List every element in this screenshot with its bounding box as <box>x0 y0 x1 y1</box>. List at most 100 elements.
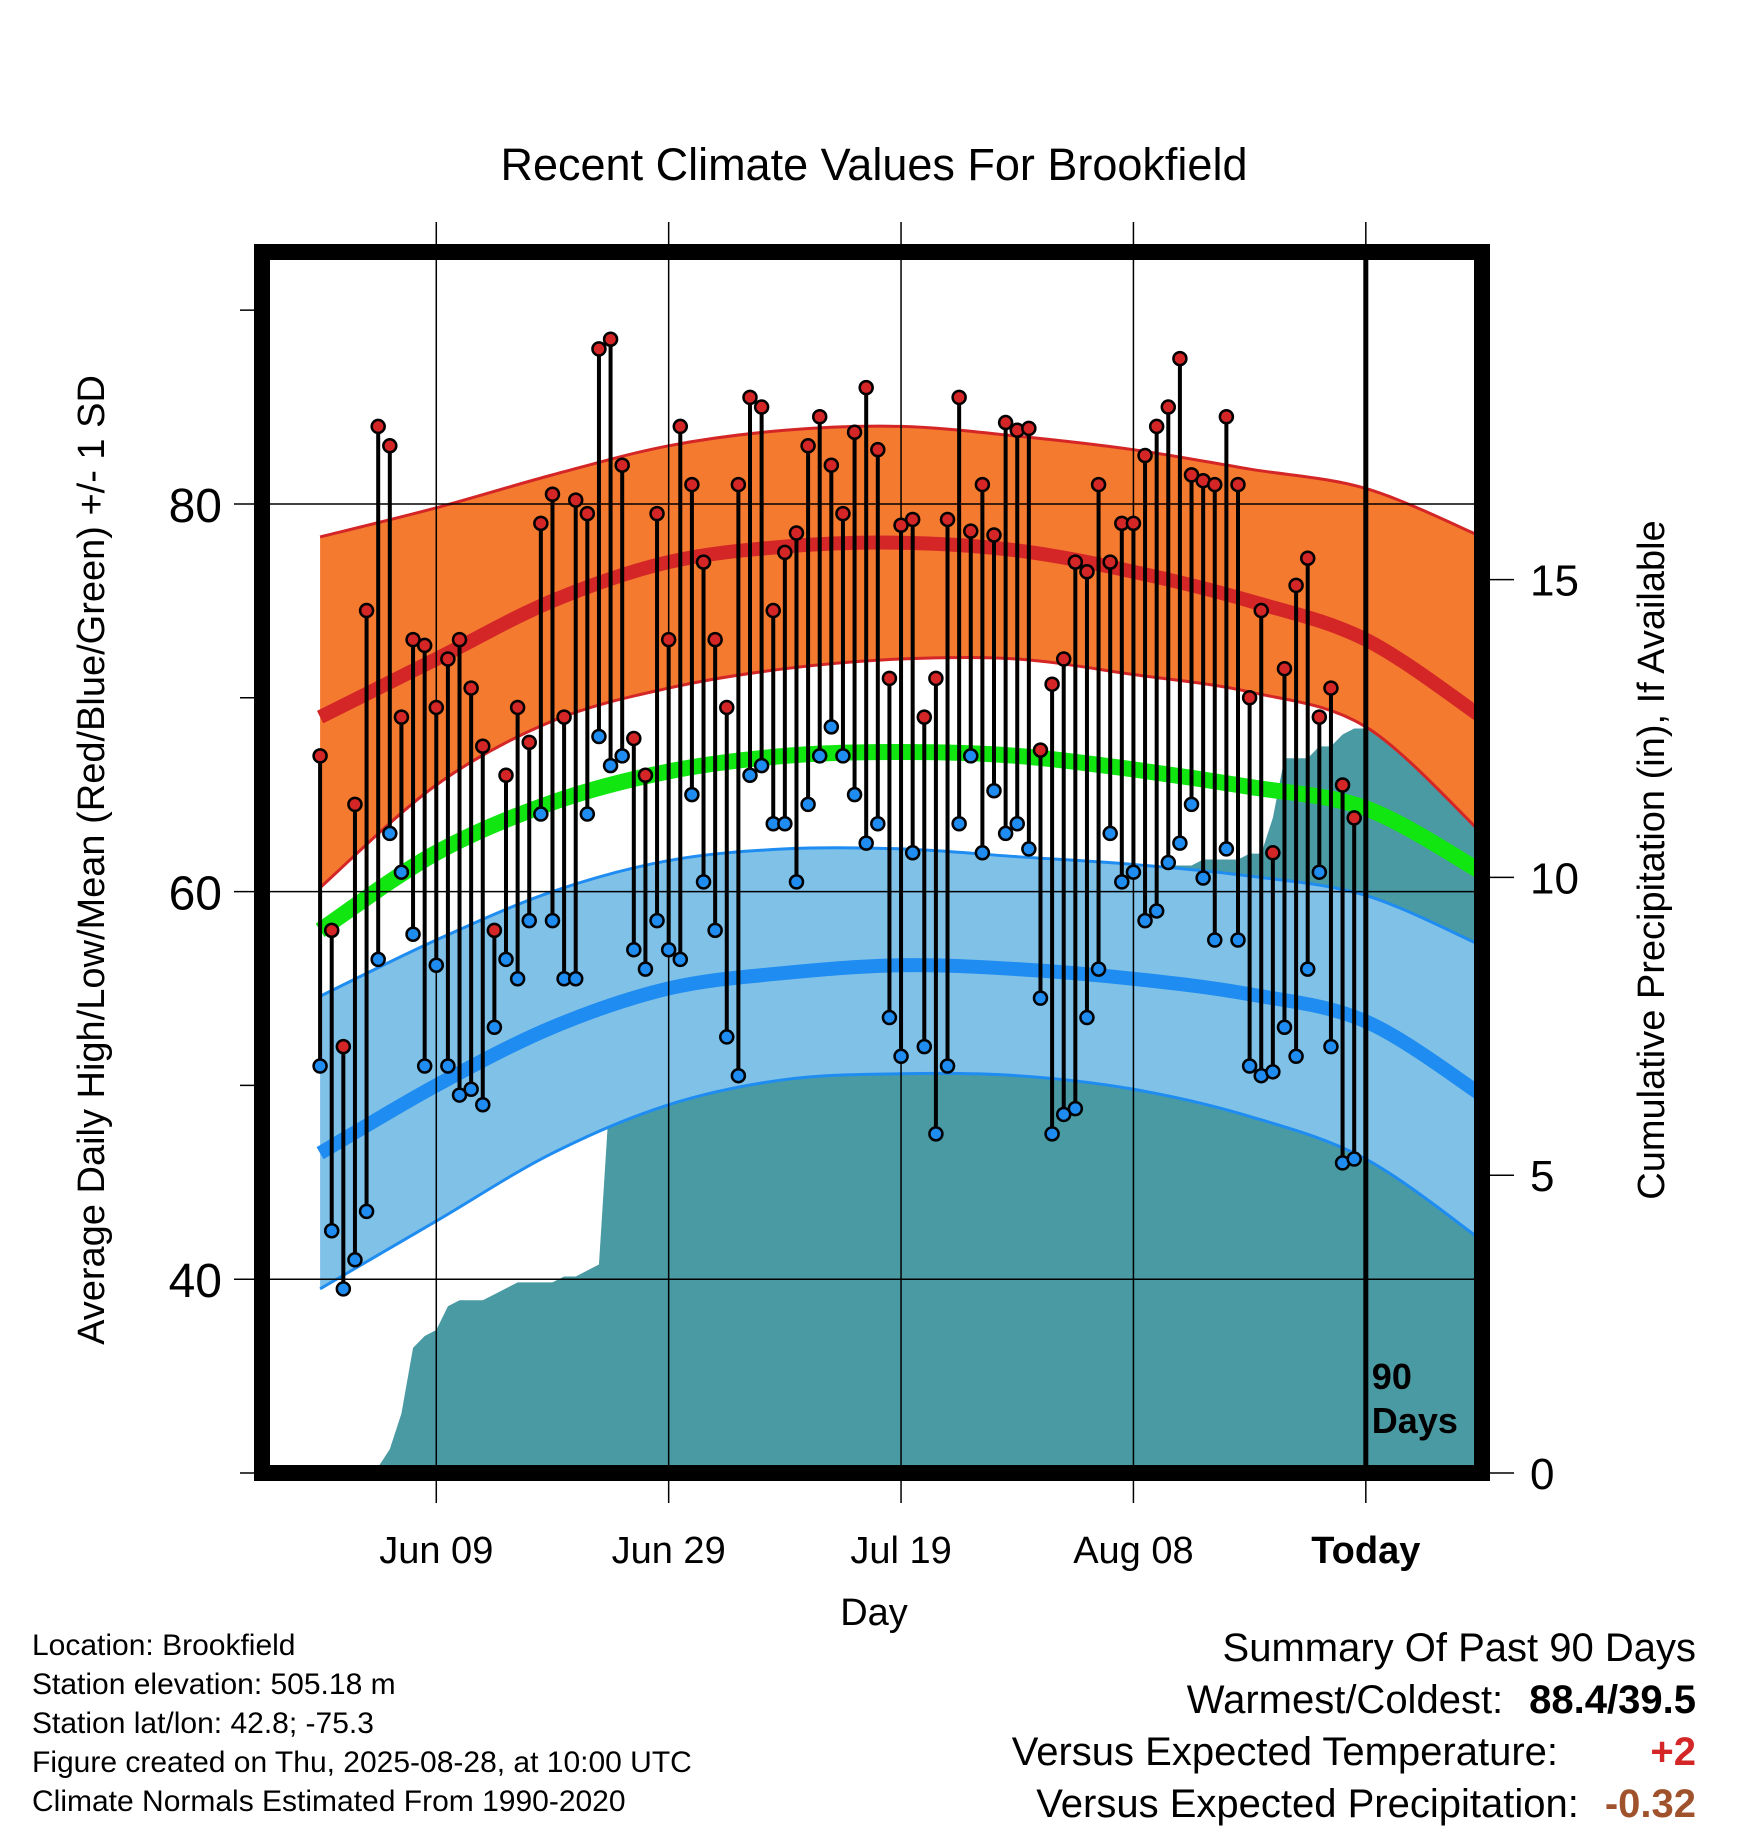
daily-high-point <box>672 418 689 435</box>
station-info: Location: Brookfield Station elevation: … <box>32 1626 692 1821</box>
daily-high-point <box>1230 476 1246 493</box>
daily-low-point <box>870 815 886 832</box>
warmest-coldest-label: Warmest/Coldest: <box>1186 1678 1504 1722</box>
daily-high-point <box>846 424 863 440</box>
daily-low-point <box>1032 990 1049 1006</box>
daily-high-point <box>486 922 503 939</box>
daily-low-point <box>846 786 863 803</box>
daily-low-point <box>1044 1126 1060 1142</box>
daily-high-point <box>567 492 584 508</box>
daily-low-point <box>1183 796 1200 813</box>
daily-high-point <box>498 767 514 784</box>
daily-high-point <box>1125 515 1142 532</box>
daily-low-point <box>393 864 410 880</box>
daily-low-point <box>602 757 619 774</box>
daily-high-point <box>393 709 410 725</box>
daily-high-point <box>1067 554 1084 570</box>
daily-high-point <box>974 476 991 493</box>
daily-low-point <box>672 951 689 968</box>
daily-high-point <box>1160 399 1177 415</box>
daily-high-point <box>1253 602 1269 619</box>
daily-low-point <box>1346 1151 1362 1167</box>
warmest-coldest-row: Warmest/Coldest: 88.4/39.5 <box>1012 1674 1696 1726</box>
daily-high-point <box>730 476 747 493</box>
daily-low-point <box>1207 932 1223 948</box>
x-axis-label: Day <box>840 1592 908 1634</box>
daily-low-point <box>1148 903 1165 919</box>
daily-low-point <box>1137 912 1153 929</box>
daily-high-point <box>707 631 723 648</box>
daily-low-point <box>800 796 816 813</box>
daily-high-point <box>904 511 921 528</box>
elevation-text: Station elevation: 505.18 m <box>32 1668 396 1701</box>
y-axis-label: Average Daily High/Low/Mean (Red/Blue/Gr… <box>71 375 113 1345</box>
daily-high-point <box>1288 577 1304 594</box>
daily-low-point <box>1359 0 1372 7</box>
daily-high-point <box>475 738 491 754</box>
daily-high-point <box>382 438 398 454</box>
daily-low-point <box>1009 815 1025 832</box>
daily-high-point <box>881 670 898 687</box>
daily-low-point <box>835 748 851 764</box>
daily-high-point <box>649 505 665 522</box>
today-days-label-line: Days <box>1372 1400 1458 1441</box>
daily-low-point <box>660 941 677 958</box>
daily-low-point <box>1125 864 1142 880</box>
daily-high-point <box>1311 709 1328 725</box>
daily-high-point <box>637 767 654 784</box>
observed-temperatures <box>312 0 1372 1297</box>
daily-low-point <box>428 957 445 973</box>
latlon-text: Station lat/lon: 42.8; -75.3 <box>32 1707 374 1740</box>
x-tick-label: Today <box>1311 1530 1420 1572</box>
y2-tick-label: 10 <box>1530 854 1579 903</box>
chart-title: Recent Climate Values For Brookfield <box>501 139 1248 190</box>
daily-low-point <box>382 825 398 842</box>
daily-low-point <box>1323 1038 1339 1055</box>
daily-low-point <box>823 719 840 735</box>
daily-low-point <box>312 1058 328 1074</box>
daily-low-point <box>1021 841 1037 857</box>
daily-high-point <box>660 631 677 648</box>
y2-tick-label: 5 <box>1530 1152 1554 1201</box>
daily-low-point <box>951 815 967 832</box>
daily-high-point <box>788 525 805 541</box>
daily-low-point <box>626 941 642 958</box>
daily-high-point <box>858 379 874 396</box>
daily-high-point <box>1276 660 1293 677</box>
daily-low-point <box>614 748 630 764</box>
daily-high-point <box>742 389 758 406</box>
daily-high-point <box>463 680 479 696</box>
daily-low-point <box>1160 854 1177 871</box>
daily-high-point <box>1346 810 1362 826</box>
daily-high-point <box>602 331 619 347</box>
daily-high-point <box>533 515 549 532</box>
daily-high-point <box>835 505 851 522</box>
daily-low-point <box>1276 1019 1293 1035</box>
temp-vs-expected-row: Versus Expected Temperature: +2 <box>1012 1726 1696 1778</box>
daily-high-point <box>800 438 816 454</box>
daily-high-point <box>1241 690 1258 706</box>
daily-low-point <box>486 1019 503 1035</box>
daily-high-point <box>440 651 456 667</box>
daily-low-point <box>788 874 805 890</box>
daily-low-point <box>777 815 793 832</box>
daily-low-point <box>1241 1058 1258 1074</box>
daily-low-point <box>591 728 607 745</box>
daily-high-point <box>1299 550 1316 566</box>
daily-low-point <box>858 835 874 851</box>
daily-high-point <box>684 476 700 493</box>
daily-low-point <box>1114 874 1130 890</box>
daily-low-point <box>963 748 979 764</box>
daily-high-point <box>579 505 596 522</box>
daily-low-point <box>928 1126 944 1142</box>
daily-low-point <box>986 783 1002 799</box>
daily-low-point <box>730 1067 747 1084</box>
daily-low-point <box>498 951 514 968</box>
daily-low-point <box>997 825 1014 842</box>
daily-high-point <box>614 457 630 473</box>
daily-high-point <box>1359 0 1372 7</box>
daily-high-point <box>335 1038 352 1055</box>
plot-area <box>262 0 1482 1473</box>
y-tick-label: 80 <box>169 480 222 533</box>
